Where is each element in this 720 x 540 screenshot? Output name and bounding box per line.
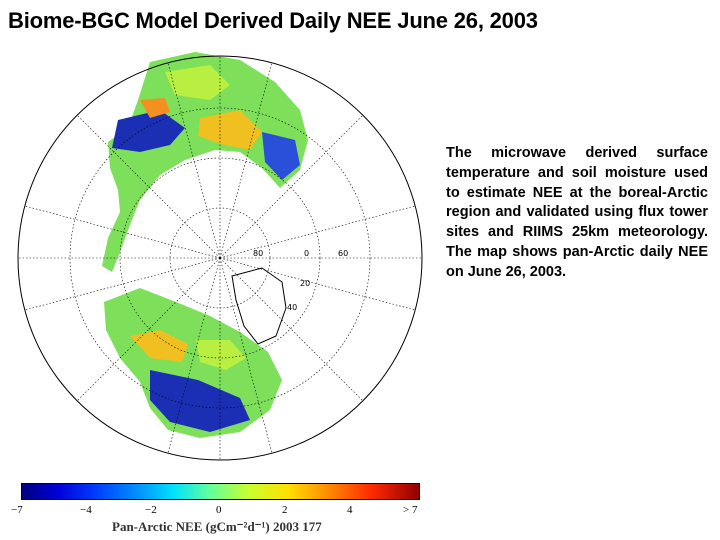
nee-field-eurasia — [102, 52, 308, 272]
colorbar-tick: −7 — [11, 504, 23, 516]
polar-projection-svg: 80 0 60 20 40 — [17, 52, 423, 461]
graticule-label: 20 — [300, 279, 310, 288]
page-title: Biome-BGC Model Derived Daily NEE June 2… — [8, 8, 538, 33]
map-description: The microwave derived surface temperatur… — [446, 145, 708, 280]
colorbar-label: Pan-Arctic NEE (gCm⁻²d⁻¹) 2003 177 — [112, 519, 322, 534]
colorbar-tick: 2 — [282, 504, 288, 516]
colorbar-tick: −2 — [145, 504, 157, 516]
colorbar-tick: 0 — [216, 504, 222, 516]
greenland-outline — [231, 267, 287, 345]
colorbar-tick: 4 — [347, 504, 353, 516]
nee-colorbar — [21, 483, 420, 500]
colorbar-tick: > 7 — [403, 504, 418, 516]
polar-nee-map: 80 0 60 20 40 — [0, 40, 440, 480]
graticule — [17, 55, 423, 461]
graticule-label: 0 — [304, 249, 309, 258]
graticule-label: 80 — [253, 249, 263, 258]
colorbar-tick: −4 — [80, 504, 92, 516]
graticule-label: 60 — [338, 249, 348, 258]
graticule-label: 40 — [287, 303, 297, 312]
nee-field-north-america — [104, 288, 282, 438]
